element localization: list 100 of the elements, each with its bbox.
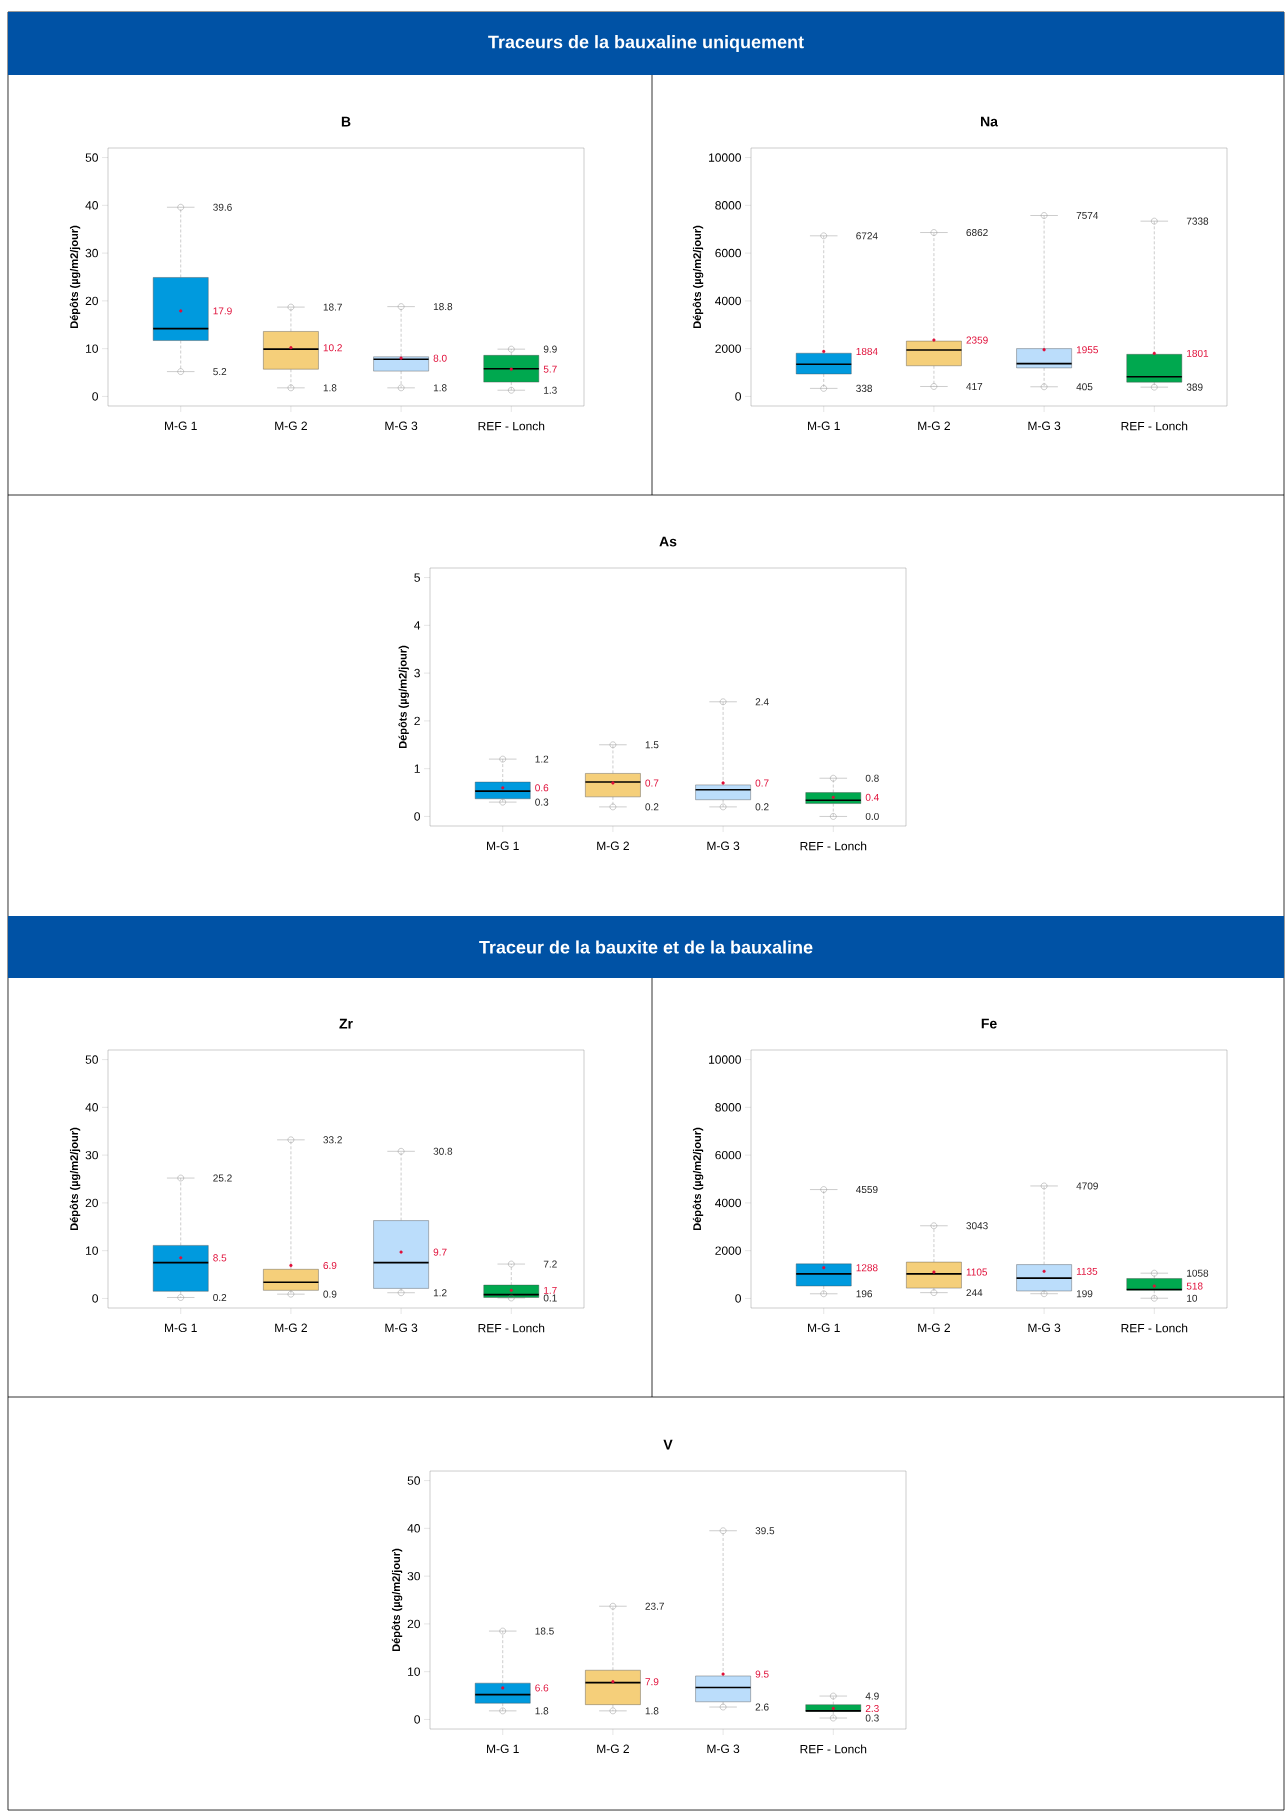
annotation: 7338 bbox=[1186, 217, 1209, 225]
annotation: 518 bbox=[1186, 1282, 1203, 1290]
annotation: 23.7 bbox=[645, 1602, 664, 1610]
chart-title: V bbox=[663, 1439, 673, 1450]
annotation: 4709 bbox=[1076, 1182, 1098, 1190]
annotation: 0.3 bbox=[535, 798, 549, 806]
annotation: 30.8 bbox=[433, 1147, 453, 1155]
y-tick-label: 20 bbox=[407, 1619, 421, 1629]
y-tick-label: 8000 bbox=[715, 201, 742, 210]
y-axis-title: Dépôts (µg/m2/jour) bbox=[692, 1127, 704, 1231]
annotation: 25.2 bbox=[213, 1174, 232, 1182]
annotation: 33.2 bbox=[323, 1136, 342, 1144]
annotation: 2.6 bbox=[755, 1703, 769, 1711]
y-tick-label: 50 bbox=[85, 153, 98, 162]
annotation: 5.7 bbox=[543, 365, 557, 373]
annotation: 18.7 bbox=[323, 303, 342, 311]
annotation: 1.8 bbox=[645, 1707, 659, 1715]
y-tick-label: 30 bbox=[85, 248, 98, 258]
annotation: 1.3 bbox=[544, 386, 557, 394]
x-tick-label: REF - Lonch bbox=[800, 1744, 867, 1754]
annotation: 338 bbox=[856, 384, 873, 392]
annotation: 1288 bbox=[856, 1264, 878, 1272]
y-axis-title: Dépôts (µg/m2/jour) bbox=[391, 1548, 403, 1652]
y-tick-label: 0 bbox=[414, 812, 421, 821]
annotation: 1105 bbox=[966, 1268, 988, 1276]
annotation: 199 bbox=[1076, 1290, 1093, 1298]
annotation: 6724 bbox=[856, 232, 878, 240]
y-tick-label: 40 bbox=[407, 1524, 421, 1533]
annotation: 7574 bbox=[1076, 212, 1099, 219]
annotation: 0.6 bbox=[535, 784, 549, 792]
annotation: 4.9 bbox=[865, 1692, 879, 1700]
y-axis-title: Dépôts (µg/m2/jour) bbox=[692, 225, 704, 329]
x-tick-label: M-G 1 bbox=[165, 1323, 197, 1333]
x-tick-label: REF - Lonch bbox=[478, 421, 545, 431]
annotation: 389 bbox=[1186, 383, 1203, 391]
y-tick-label: 10 bbox=[86, 1246, 98, 1255]
annotation: 8.0 bbox=[433, 354, 447, 362]
y-tick-label: 20 bbox=[85, 1198, 98, 1208]
x-tick-label: M-G 3 bbox=[385, 1323, 418, 1333]
y-tick-label: 10 bbox=[408, 1667, 421, 1676]
annotation: 1.8 bbox=[535, 1707, 549, 1715]
annotation: 0.2 bbox=[755, 803, 769, 811]
annotation: 196 bbox=[856, 1290, 873, 1298]
y-tick-label: 10 bbox=[86, 344, 98, 353]
annotation: 1.8 bbox=[323, 384, 337, 392]
annotation: 39.5 bbox=[755, 1527, 775, 1535]
x-tick-label: M-G 3 bbox=[1028, 421, 1061, 431]
y-tick-label: 8000 bbox=[715, 1103, 742, 1112]
annotation: 10.2 bbox=[323, 344, 342, 352]
y-tick-label: 0 bbox=[92, 392, 98, 401]
x-tick-label: M-G 3 bbox=[385, 421, 418, 431]
x-tick-label: REF - Lonch bbox=[1121, 1323, 1188, 1333]
annotation: 6.9 bbox=[323, 1261, 337, 1270]
y-tick-label: 0 bbox=[92, 1294, 98, 1303]
annotation: 1955 bbox=[1076, 346, 1098, 354]
annotation: 8.5 bbox=[213, 1254, 227, 1262]
y-tick-label: 10000 bbox=[709, 1055, 741, 1064]
annotation: 1.8 bbox=[433, 384, 447, 392]
annotation: 7.9 bbox=[645, 1678, 659, 1686]
annotation: 1.5 bbox=[645, 741, 659, 749]
y-tick-label: 50 bbox=[407, 1476, 421, 1485]
x-tick-label: M-G 2 bbox=[275, 1323, 307, 1333]
y-tick-label: 30 bbox=[407, 1571, 421, 1581]
annotation: 9.7 bbox=[433, 1248, 447, 1256]
annotation: 1.2 bbox=[535, 755, 549, 763]
x-tick-label: M-G 2 bbox=[918, 421, 950, 431]
chart-title: B bbox=[341, 116, 351, 127]
x-tick-label: M-G 2 bbox=[275, 421, 307, 431]
y-tick-label: 4 bbox=[414, 621, 421, 630]
annotation: 1.2 bbox=[433, 1289, 447, 1297]
x-tick-label: REF - Lonch bbox=[800, 841, 867, 851]
annotation: 0.8 bbox=[865, 774, 879, 782]
x-tick-label: M-G 1 bbox=[165, 421, 197, 431]
y-tick-label: 0 bbox=[735, 392, 742, 401]
annotation: 5.2 bbox=[213, 368, 227, 376]
annotation: 417 bbox=[966, 383, 983, 390]
y-tick-label: 6000 bbox=[715, 248, 742, 258]
chart-title: Fe bbox=[981, 1018, 997, 1029]
x-tick-label: M-G 3 bbox=[1028, 1323, 1061, 1333]
annotation: 18.8 bbox=[433, 303, 453, 311]
annotation: 17.9 bbox=[213, 307, 232, 315]
x-tick-label: M-G 3 bbox=[707, 841, 740, 851]
chart-title: Zr bbox=[339, 1018, 353, 1029]
chart-title: Na bbox=[981, 116, 999, 127]
x-tick-label: M-G 2 bbox=[597, 841, 629, 851]
y-axis-title: Dépôts (µg/m2/jour) bbox=[398, 645, 409, 749]
x-tick-label: M-G 1 bbox=[808, 1323, 840, 1333]
x-tick-label: M-G 1 bbox=[487, 1744, 519, 1754]
annotation: 6.6 bbox=[535, 1684, 549, 1692]
annotation: 10 bbox=[1187, 1294, 1198, 1302]
text: Traceurs de la bauxaline uniquement bbox=[488, 35, 804, 52]
annotation: 9.9 bbox=[543, 345, 557, 353]
annotation: 0.0 bbox=[865, 812, 879, 820]
annotation: 1058 bbox=[1187, 1269, 1209, 1277]
y-tick-label: 1 bbox=[414, 764, 420, 773]
y-tick-label: 20 bbox=[85, 296, 98, 306]
y-axis-title: Dépôts (µg/m2/jour) bbox=[69, 1127, 81, 1231]
annotation: 2359 bbox=[966, 336, 988, 344]
y-tick-label: 4000 bbox=[715, 1198, 742, 1208]
annotation: 7.2 bbox=[543, 1260, 557, 1268]
